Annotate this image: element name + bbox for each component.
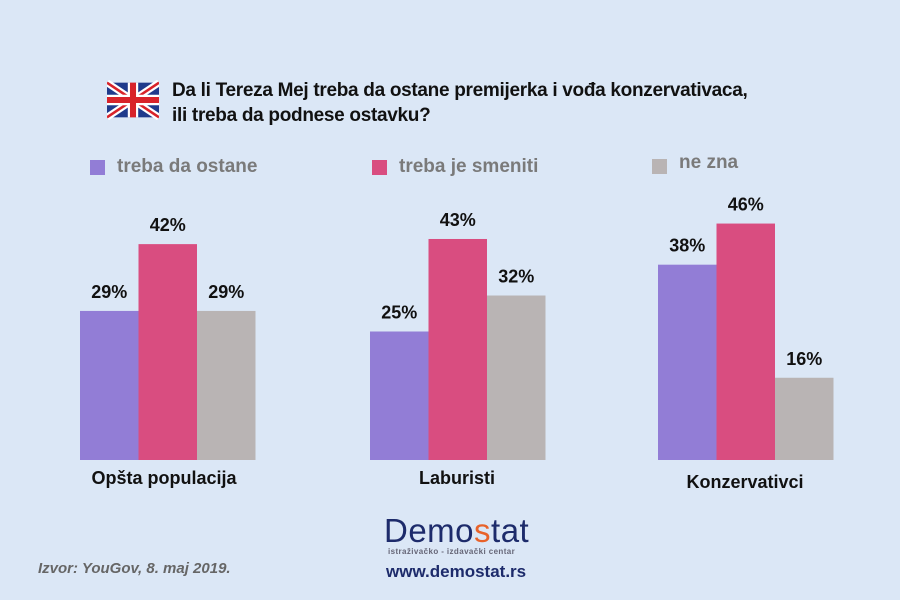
source-note: Izvor: YouGov, 8. maj 2019. — [38, 560, 231, 577]
website-link[interactable]: www.demostat.rs — [386, 562, 527, 581]
category-label: Laburisti — [418, 468, 496, 488]
bar — [138, 244, 197, 460]
category-label: Konzervativci — [686, 472, 804, 492]
bar — [658, 264, 717, 460]
legend-item-replace: treba je smeniti — [372, 156, 538, 178]
legend-label: ne zna — [679, 152, 739, 173]
legend-swatch — [372, 159, 387, 175]
legend-item-stay: treba da ostane — [90, 156, 257, 178]
title-line-2: ili treba da podnese ostavku? — [172, 105, 431, 126]
uk-flag-icon — [107, 80, 159, 120]
data-label: 46% — [728, 195, 764, 215]
data-label: 25% — [381, 303, 417, 323]
logo-tagline: istraživačko - izdavački centar — [388, 547, 516, 556]
bar — [487, 295, 546, 460]
bar — [428, 238, 487, 460]
legend-item-dontknow: ne zna — [652, 152, 738, 174]
data-label: 29% — [91, 282, 127, 302]
title-line-1: Da li Tereza Mej treba da ostane premije… — [172, 80, 748, 101]
legend-swatch — [90, 159, 105, 175]
legend-label: treba je smeniti — [399, 156, 539, 177]
bar — [197, 310, 256, 460]
bar — [80, 310, 139, 460]
data-label: 38% — [669, 236, 705, 256]
bar — [716, 223, 775, 460]
legend-label: treba da ostane — [117, 156, 258, 177]
data-label: 32% — [498, 267, 534, 287]
category-label: Opšta populacija — [91, 468, 237, 488]
data-label: 16% — [786, 349, 822, 369]
data-label: 43% — [440, 210, 476, 230]
chart-title: Da li Tereza Mej treba da ostane premije… — [172, 78, 748, 128]
bar — [370, 331, 429, 460]
data-label: 42% — [150, 215, 186, 235]
bar — [775, 377, 834, 460]
data-label: 29% — [208, 282, 244, 302]
demostat-logo: Demostat — [384, 512, 530, 549]
legend-swatch — [652, 158, 667, 174]
